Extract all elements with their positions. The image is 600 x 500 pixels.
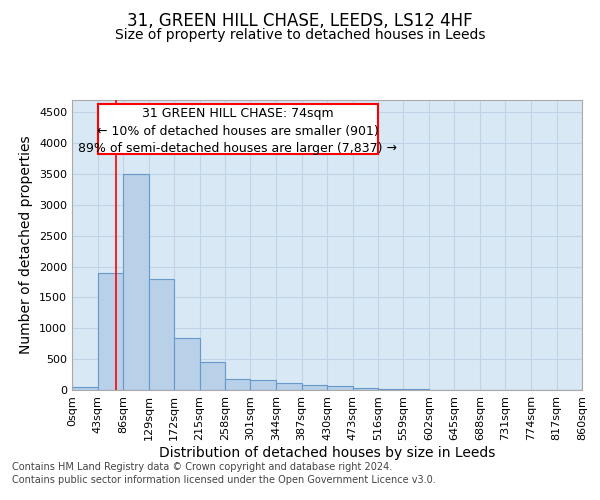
Bar bbox=[97, 273, 123, 390]
Text: Contains HM Land Registry data © Crown copyright and database right 2024.: Contains HM Land Registry data © Crown c… bbox=[12, 462, 392, 472]
Bar bbox=[276, 383, 302, 390]
X-axis label: Distribution of detached houses by size in Leeds: Distribution of detached houses by size … bbox=[159, 446, 495, 460]
Text: Size of property relative to detached houses in Leeds: Size of property relative to detached ho… bbox=[115, 28, 485, 42]
Bar bbox=[199, 362, 225, 390]
Bar bbox=[225, 379, 251, 390]
Bar bbox=[174, 338, 199, 390]
Bar bbox=[97, 104, 378, 154]
Text: Contains public sector information licensed under the Open Government Licence v3: Contains public sector information licen… bbox=[12, 475, 436, 485]
Y-axis label: Number of detached properties: Number of detached properties bbox=[19, 136, 34, 354]
Text: 89% of semi-detached houses are larger (7,837) →: 89% of semi-detached houses are larger (… bbox=[78, 142, 397, 155]
Bar bbox=[123, 174, 149, 390]
Bar bbox=[353, 388, 378, 390]
Bar bbox=[251, 380, 276, 390]
Bar bbox=[302, 385, 327, 390]
Bar bbox=[72, 387, 97, 390]
Bar bbox=[378, 389, 403, 390]
Bar bbox=[327, 386, 353, 390]
Bar bbox=[149, 279, 174, 390]
Text: 31 GREEN HILL CHASE: 74sqm: 31 GREEN HILL CHASE: 74sqm bbox=[142, 108, 334, 120]
Text: 31, GREEN HILL CHASE, LEEDS, LS12 4HF: 31, GREEN HILL CHASE, LEEDS, LS12 4HF bbox=[127, 12, 473, 30]
Text: ← 10% of detached houses are smaller (901): ← 10% of detached houses are smaller (90… bbox=[97, 124, 379, 138]
